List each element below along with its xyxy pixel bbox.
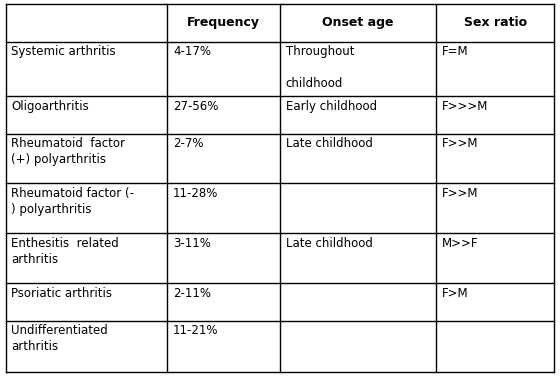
Text: 11-28%: 11-28%: [173, 187, 218, 200]
Text: F>M: F>M: [442, 287, 469, 300]
Text: 3-11%: 3-11%: [173, 237, 211, 250]
Text: Early childhood: Early childhood: [286, 100, 377, 113]
Text: Late childhood: Late childhood: [286, 137, 372, 150]
Text: Onset age: Onset age: [323, 16, 394, 29]
Text: F>>M: F>>M: [442, 137, 478, 150]
Text: 2-7%: 2-7%: [173, 137, 204, 150]
Text: F=M: F=M: [442, 45, 469, 58]
Text: Undifferentiated
arthritis: Undifferentiated arthritis: [11, 324, 108, 353]
Text: Rheumatoid factor (-
) polyarthritis: Rheumatoid factor (- ) polyarthritis: [11, 187, 134, 216]
Text: Oligoarthritis: Oligoarthritis: [11, 100, 89, 113]
Text: F>>M: F>>M: [442, 187, 478, 200]
Text: 4-17%: 4-17%: [173, 45, 211, 58]
Text: Psoriatic arthritis: Psoriatic arthritis: [11, 287, 112, 300]
Text: M>>F: M>>F: [442, 237, 478, 250]
Text: Throughout

childhood: Throughout childhood: [286, 45, 354, 90]
Text: F>>>M: F>>>M: [442, 100, 488, 113]
Text: Systemic arthritis: Systemic arthritis: [11, 45, 116, 58]
Text: Sex ratio: Sex ratio: [464, 16, 527, 29]
Text: Rheumatoid  factor
(+) polyarthritis: Rheumatoid factor (+) polyarthritis: [11, 137, 125, 167]
Text: Frequency: Frequency: [187, 16, 260, 29]
Text: Late childhood: Late childhood: [286, 237, 372, 250]
Text: 11-21%: 11-21%: [173, 324, 218, 337]
Text: 27-56%: 27-56%: [173, 100, 218, 113]
Text: 2-11%: 2-11%: [173, 287, 211, 300]
Text: Enthesitis  related
arthritis: Enthesitis related arthritis: [11, 237, 119, 266]
